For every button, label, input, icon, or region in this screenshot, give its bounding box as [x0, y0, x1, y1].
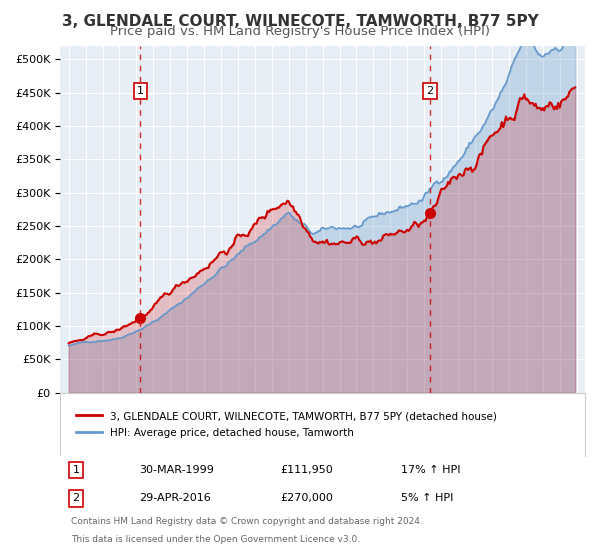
Text: 1: 1	[73, 465, 79, 475]
Text: 3, GLENDALE COURT, WILNECOTE, TAMWORTH, B77 5PY: 3, GLENDALE COURT, WILNECOTE, TAMWORTH, …	[62, 14, 538, 29]
Text: 30-MAR-1999: 30-MAR-1999	[139, 465, 214, 475]
Text: £270,000: £270,000	[281, 493, 334, 503]
Text: Price paid vs. HM Land Registry's House Price Index (HPI): Price paid vs. HM Land Registry's House …	[110, 25, 490, 38]
Text: This data is licensed under the Open Government Licence v3.0.: This data is licensed under the Open Gov…	[71, 535, 360, 544]
Text: £111,950: £111,950	[281, 465, 334, 475]
Text: Contains HM Land Registry data © Crown copyright and database right 2024.: Contains HM Land Registry data © Crown c…	[71, 517, 422, 526]
Text: 17% ↑ HPI: 17% ↑ HPI	[401, 465, 461, 475]
Legend: 3, GLENDALE COURT, WILNECOTE, TAMWORTH, B77 5PY (detached house), HPI: Average p: 3, GLENDALE COURT, WILNECOTE, TAMWORTH, …	[71, 406, 502, 443]
Text: 29-APR-2016: 29-APR-2016	[139, 493, 211, 503]
Text: 1: 1	[137, 86, 144, 96]
Text: 5% ↑ HPI: 5% ↑ HPI	[401, 493, 454, 503]
Text: 2: 2	[73, 493, 80, 503]
Text: 2: 2	[426, 86, 433, 96]
